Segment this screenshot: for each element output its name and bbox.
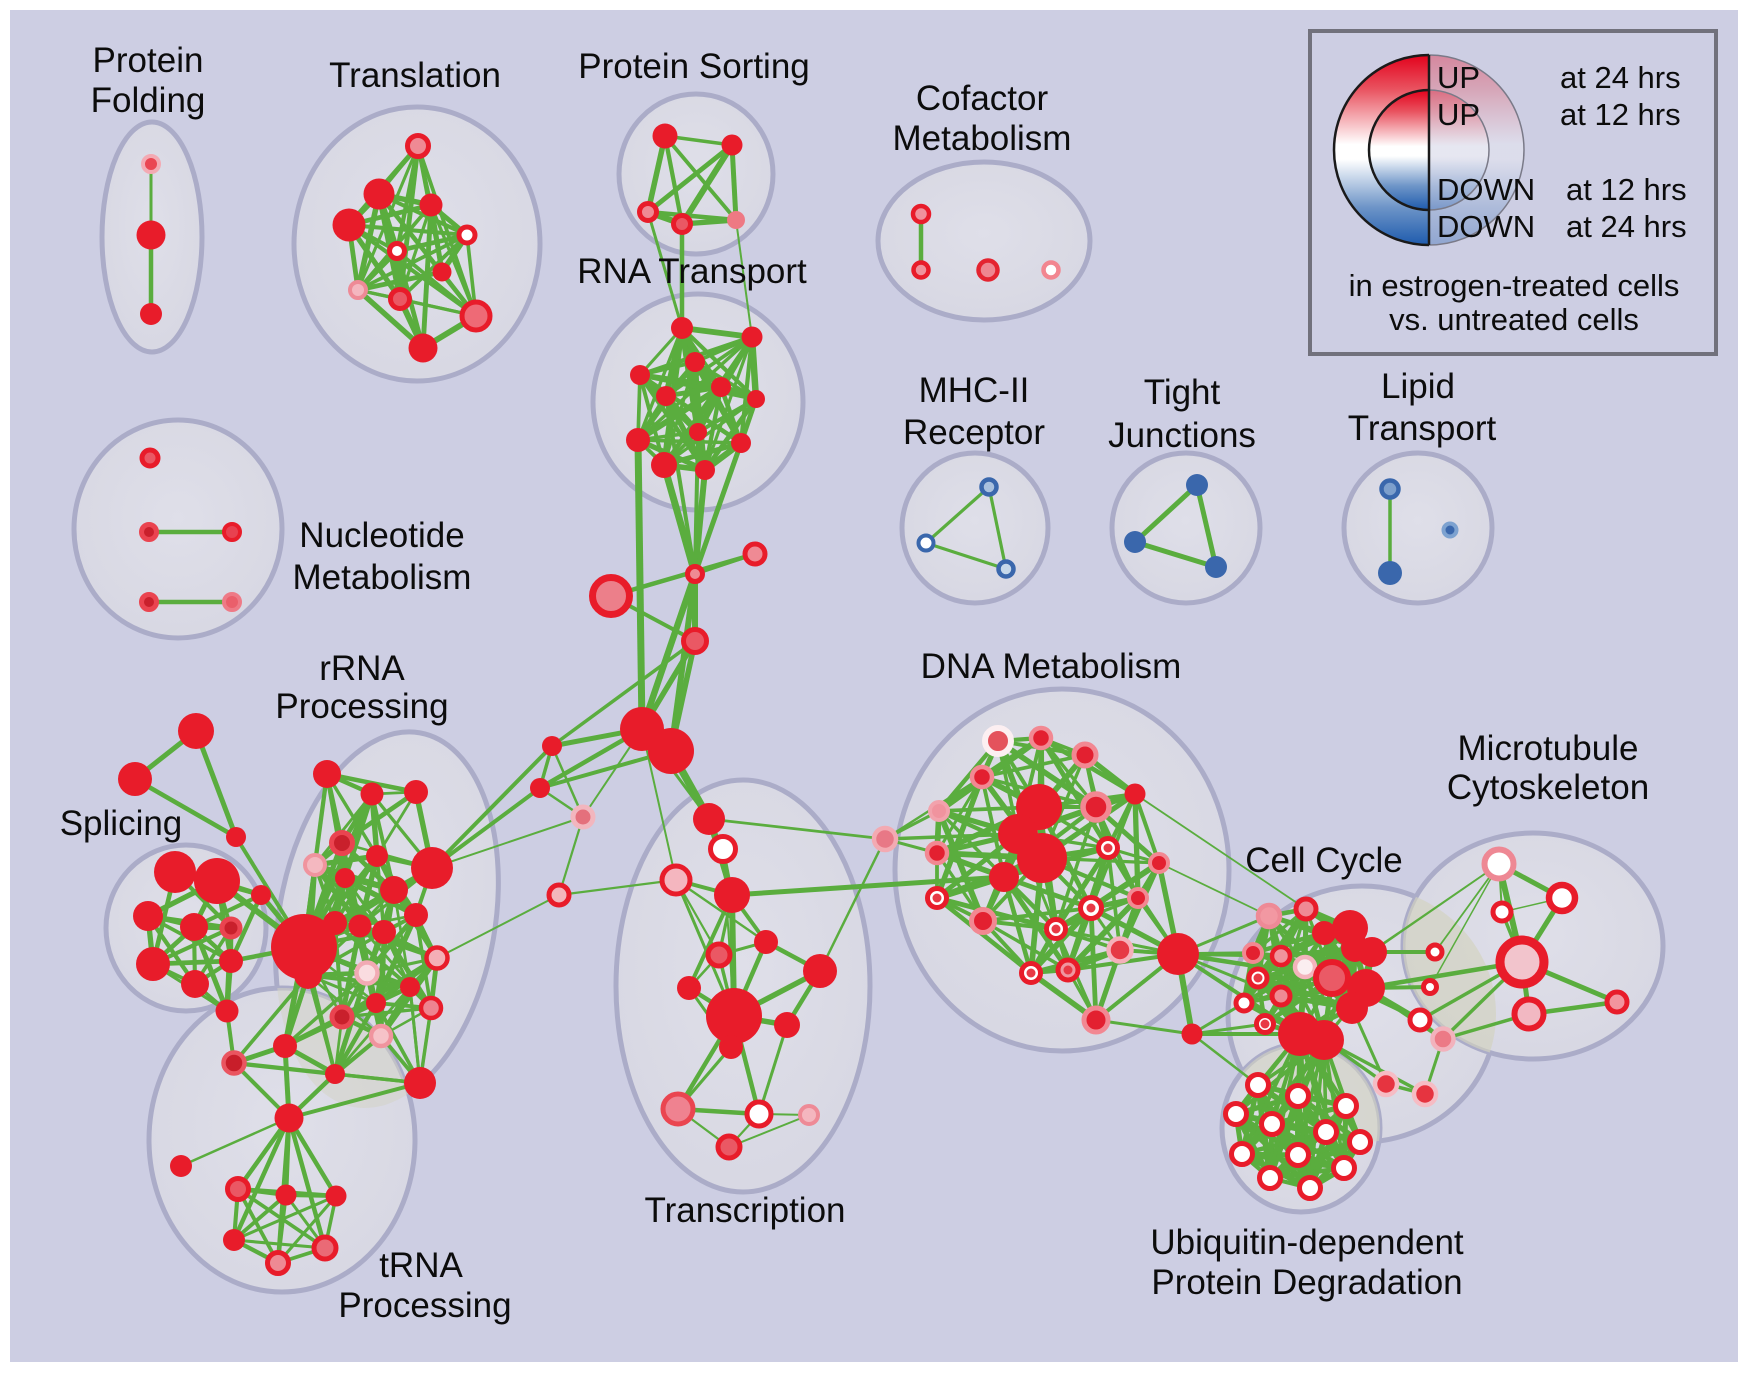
svg-text:Protein Degradation: Protein Degradation <box>1151 1263 1462 1302</box>
svg-text:Metabolism: Metabolism <box>893 119 1072 158</box>
svg-text:Tight: Tight <box>1144 373 1221 412</box>
svg-text:UP: UP <box>1437 97 1480 132</box>
svg-text:Transport: Transport <box>1348 409 1497 448</box>
svg-text:DOWN: DOWN <box>1437 209 1535 244</box>
svg-text:RNA Transport: RNA Transport <box>577 252 807 291</box>
svg-text:DNA Metabolism: DNA Metabolism <box>921 647 1182 686</box>
svg-text:Ubiquitin-dependent: Ubiquitin-dependent <box>1150 1223 1464 1262</box>
svg-text:at 12 hrs: at 12 hrs <box>1560 97 1681 132</box>
svg-text:UP: UP <box>1437 60 1480 95</box>
svg-text:DOWN: DOWN <box>1437 172 1535 207</box>
svg-text:at 24 hrs: at 24 hrs <box>1560 60 1681 95</box>
svg-text:tRNA: tRNA <box>379 1246 463 1285</box>
svg-text:MHC-II: MHC-II <box>919 371 1030 410</box>
svg-text:Processing: Processing <box>275 687 448 726</box>
svg-text:Transcription: Transcription <box>645 1191 846 1230</box>
svg-text:Lipid: Lipid <box>1381 367 1455 406</box>
svg-text:Cell Cycle: Cell Cycle <box>1245 841 1403 880</box>
svg-text:Microtubule: Microtubule <box>1458 729 1639 768</box>
svg-text:at 24 hrs: at 24 hrs <box>1566 209 1687 244</box>
svg-text:Cytoskeleton: Cytoskeleton <box>1447 768 1649 807</box>
svg-text:Cofactor: Cofactor <box>916 79 1049 118</box>
svg-text:Protein: Protein <box>93 41 204 80</box>
svg-text:Metabolism: Metabolism <box>293 558 472 597</box>
svg-text:Folding: Folding <box>91 81 206 120</box>
svg-text:in estrogen-treated cells: in estrogen-treated cells <box>1349 268 1680 303</box>
svg-text:Junctions: Junctions <box>1108 416 1256 455</box>
svg-text:Splicing: Splicing <box>60 804 183 843</box>
svg-text:vs. untreated cells: vs. untreated cells <box>1389 302 1639 337</box>
svg-text:Receptor: Receptor <box>903 413 1045 452</box>
svg-text:Translation: Translation <box>329 56 501 95</box>
svg-text:Processing: Processing <box>338 1286 511 1325</box>
svg-text:Protein Sorting: Protein Sorting <box>578 47 810 86</box>
svg-text:at 12 hrs: at 12 hrs <box>1566 172 1687 207</box>
svg-text:Nucleotide: Nucleotide <box>299 516 464 555</box>
svg-text:rRNA: rRNA <box>319 649 405 688</box>
